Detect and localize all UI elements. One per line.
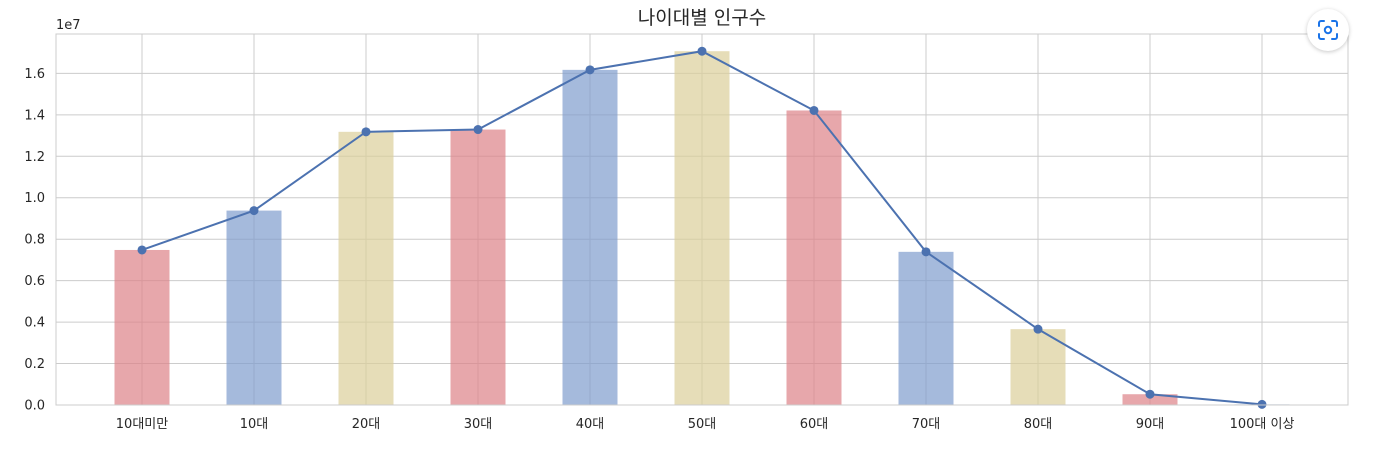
x-tick-label: 10대: [240, 417, 269, 432]
y-tick-label: 1.2: [24, 150, 45, 165]
bar: [1010, 329, 1066, 405]
bar: [450, 129, 506, 406]
x-tick-label: 20대: [352, 417, 381, 432]
y-tick-label: 0.0: [24, 399, 45, 414]
line-point: [809, 105, 819, 115]
line-point: [473, 125, 483, 135]
line-point: [137, 245, 147, 255]
y-tick-label: 0.8: [24, 233, 45, 248]
x-tick-label: 10대미만: [116, 417, 168, 432]
line-point: [361, 127, 371, 137]
y-tick-label: 1.6: [24, 67, 45, 82]
y-tick-labels: 0.0 0.2 0.4 0.6 0.8 1.0 1.2 1.4 1.6: [24, 67, 45, 414]
x-tick-labels: 10대미만 10대 20대 30대 40대 50대 60대 70대 80대 90대 100대 이상: [116, 417, 1295, 432]
y-tick-label: 0.6: [24, 274, 45, 289]
y-tick-label: 0.2: [24, 357, 45, 372]
bar-layer: [114, 51, 1290, 406]
x-tick-label: 50대: [688, 417, 717, 432]
x-tick-label: 40대: [576, 417, 605, 432]
line-point: [249, 206, 259, 216]
y-scale-label: 1e7: [56, 18, 81, 33]
bar: [898, 251, 954, 405]
line-point: [921, 247, 931, 257]
lens-button[interactable]: [1307, 9, 1349, 51]
x-tick-label: 70대: [912, 417, 941, 432]
x-tick-label: 90대: [1136, 417, 1165, 432]
line-point: [1257, 399, 1267, 409]
bar: [562, 69, 618, 406]
chart-title: 나이대별 인구수: [638, 7, 766, 29]
bar: [114, 249, 170, 405]
y-tick-label: 0.4: [24, 316, 45, 331]
line-point: [1145, 389, 1155, 399]
bar: [674, 51, 730, 406]
y-tick-label: 1.0: [24, 191, 45, 206]
x-tick-label: 60대: [800, 417, 829, 432]
plot-frame: [55, 33, 1349, 406]
lens-scan-icon: [1318, 20, 1338, 40]
line-point: [585, 65, 595, 75]
bar: [226, 210, 282, 405]
bar: [786, 110, 842, 405]
x-tick-label: 80대: [1024, 417, 1053, 432]
bar: [1122, 394, 1178, 405]
line-layer: [137, 46, 1267, 409]
line-point: [1033, 324, 1043, 334]
y-tick-label: 1.4: [24, 108, 45, 123]
x-tick-label: 100대 이상: [1230, 417, 1295, 432]
x-tick-label: 30대: [464, 417, 493, 432]
bar: [338, 131, 394, 405]
line-point: [697, 46, 707, 56]
